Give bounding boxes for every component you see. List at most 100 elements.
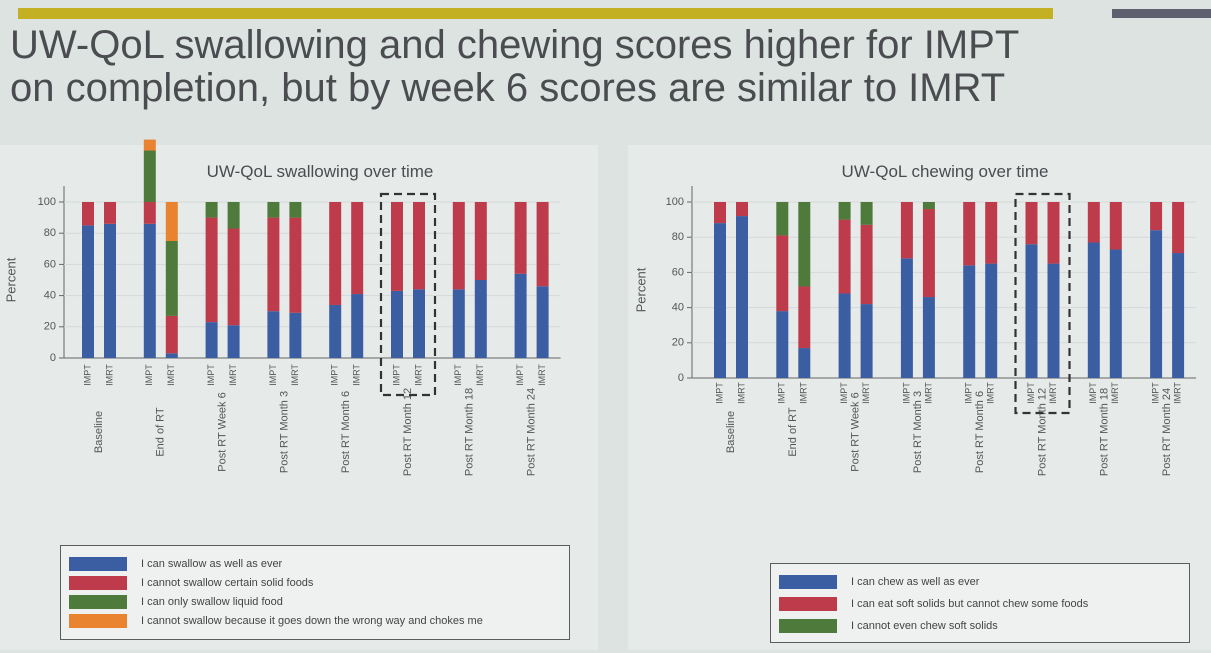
legend-swatch bbox=[69, 557, 127, 571]
category-label-post-rt-month-3: Post RT Month 3 bbox=[912, 391, 924, 473]
bar-imrt-post-rt-week-6-series-2 bbox=[860, 202, 873, 225]
bar-impt-post-rt-month-6-series-1 bbox=[963, 202, 976, 266]
bar-imrt-post-rt-month-6-series-0 bbox=[985, 263, 998, 378]
category-label-end-of-rt: End of RT bbox=[787, 407, 799, 457]
slide-title-line-2: on completion, but by week 6 scores are … bbox=[10, 66, 1006, 110]
bar-imrt-post-rt-week-6-series-1 bbox=[860, 224, 873, 305]
bar-imrt-post-rt-month-12-series-1 bbox=[1047, 202, 1060, 264]
bar-impt-baseline-series-1 bbox=[714, 202, 726, 224]
bar-imrt-post-rt-month-18-series-1 bbox=[474, 202, 487, 280]
bar-imrt-post-rt-month-3-series-0 bbox=[922, 297, 935, 378]
bar-impt-post-rt-month-3-series-1 bbox=[900, 202, 913, 259]
bar-label-impt: IMPT bbox=[1026, 382, 1036, 404]
highlight-box bbox=[379, 192, 437, 397]
bar-label-imrt: IMRT bbox=[352, 364, 362, 386]
bar-impt-post-rt-month-18-series-1 bbox=[1087, 202, 1100, 243]
bar-label-imrt: IMRT bbox=[923, 382, 933, 404]
bar-impt-post-rt-month-12-series-1 bbox=[391, 202, 403, 291]
bar-label-imrt: IMRT bbox=[413, 364, 423, 386]
bar-imrt-post-rt-month-12-series-0 bbox=[1047, 263, 1060, 378]
category-label-post-rt-month-6: Post RT Month 6 bbox=[340, 391, 352, 473]
legend-swatch bbox=[779, 619, 837, 633]
bar-label-impt: IMPT bbox=[515, 364, 525, 386]
bar-imrt-baseline-series-0 bbox=[736, 216, 748, 378]
bar-impt-post-rt-month-3-series-0 bbox=[267, 311, 280, 358]
bar-imrt-post-rt-month-6-series-0 bbox=[351, 294, 364, 358]
category-label-post-rt-month-18: Post RT Month 18 bbox=[1099, 388, 1111, 476]
bar-imrt-post-rt-month-3-series-2 bbox=[922, 202, 935, 210]
legend-swatch bbox=[69, 595, 127, 609]
category-label-post-rt-month-24: Post RT Month 24 bbox=[1161, 388, 1173, 476]
swallowing-chart-panel: UW-QoL swallowing over time Percent 0 20 40 6… bbox=[0, 139, 598, 650]
bar-label-imrt: IMRT bbox=[1110, 382, 1120, 404]
bar-imrt-post-rt-month-24-series-1 bbox=[1172, 202, 1185, 254]
bar-impt-post-rt-month-24-series-1 bbox=[1150, 202, 1163, 231]
bar-imrt-post-rt-month-24-series-0 bbox=[1172, 253, 1185, 378]
bar-impt-baseline-series-0 bbox=[714, 223, 726, 378]
legend-swatch bbox=[69, 614, 127, 628]
legend-label: I cannot even chew soft solids bbox=[851, 620, 998, 632]
bar-imrt-post-rt-month-18-series-0 bbox=[474, 280, 487, 358]
bar-imrt-end-of-rt-series-2 bbox=[165, 241, 178, 316]
bar-impt-post-rt-month-24-series-1 bbox=[514, 202, 527, 274]
y-tick-label: 60 bbox=[672, 266, 684, 278]
y-tick-label: 100 bbox=[666, 196, 684, 208]
category-label-post-rt-month-3: Post RT Month 3 bbox=[278, 391, 290, 473]
chewing-legend: I can chew as well as ever I can eat soft… bbox=[770, 563, 1190, 643]
bar-imrt-end-of-rt-series-0 bbox=[165, 353, 178, 358]
y-axis-label: Percent bbox=[633, 267, 648, 312]
chewing-chart: UW-QoL chewing over time Percent 0 20 40 60 80… bbox=[633, 162, 1197, 476]
bar-label-impt: IMPT bbox=[839, 382, 849, 404]
bar-label-imrt: IMRT bbox=[166, 364, 176, 386]
category-label-baseline: Baseline bbox=[725, 411, 737, 453]
category-label-baseline: Baseline bbox=[93, 411, 105, 453]
bar-impt-end-of-rt-series-2 bbox=[776, 202, 789, 236]
highlight-box bbox=[1014, 192, 1071, 415]
bar-impt-post-rt-month-12-series-0 bbox=[391, 290, 403, 358]
bar-label-imrt: IMRT bbox=[228, 364, 238, 386]
category-label-post-rt-month-24: Post RT Month 24 bbox=[526, 388, 538, 476]
bar-imrt-post-rt-week-6-series-2 bbox=[227, 202, 240, 229]
category-label-post-rt-month-6: Post RT Month 6 bbox=[974, 391, 986, 473]
category-label-post-rt-month-12: Post RT Month 12 bbox=[402, 388, 414, 476]
legend-label: I cannot swallow certain solid foods bbox=[141, 577, 314, 589]
bar-imrt-baseline-series-1 bbox=[104, 202, 116, 224]
bar-imrt-end-of-rt-series-1 bbox=[798, 286, 811, 349]
bar-label-imrt: IMRT bbox=[986, 382, 996, 404]
y-tick-label: 20 bbox=[672, 337, 684, 349]
bar-imrt-post-rt-month-12-series-0 bbox=[413, 289, 425, 358]
bar-label-imrt: IMRT bbox=[1048, 382, 1058, 404]
bar-imrt-post-rt-month-24-series-0 bbox=[536, 286, 549, 358]
bar-impt-end-of-rt-series-0 bbox=[776, 311, 789, 378]
y-tick-label: 0 bbox=[50, 352, 56, 364]
bar-impt-post-rt-week-6-series-1 bbox=[838, 219, 851, 294]
bar-impt-end-of-rt-series-1 bbox=[776, 235, 789, 312]
y-tick-label: 100 bbox=[38, 196, 56, 208]
accent-bar-right bbox=[1112, 9, 1211, 18]
bar-impt-post-rt-month-3-series-1 bbox=[267, 217, 280, 312]
bar-impt-end-of-rt-series-2 bbox=[143, 150, 156, 202]
bar-impt-post-rt-month-18-series-1 bbox=[452, 202, 465, 290]
bar-label-impt: IMPT bbox=[777, 382, 787, 404]
bar-imrt-end-of-rt-series-1 bbox=[165, 315, 178, 354]
bar-impt-end-of-rt-series-0 bbox=[143, 223, 156, 358]
category-label-post-rt-month-18: Post RT Month 18 bbox=[464, 388, 476, 476]
bar-impt-post-rt-month-12-series-0 bbox=[1025, 244, 1038, 378]
legend-label: I can only swallow liquid food bbox=[141, 596, 283, 608]
y-tick-label: 80 bbox=[44, 227, 56, 239]
bar-impt-post-rt-month-24-series-0 bbox=[514, 273, 527, 358]
bar-impt-post-rt-month-3-series-2 bbox=[267, 202, 280, 218]
bar-imrt-post-rt-week-6-series-1 bbox=[227, 228, 240, 326]
bar-label-impt: IMPT bbox=[330, 364, 340, 386]
bar-impt-post-rt-month-12-series-1 bbox=[1025, 202, 1038, 245]
bar-label-impt: IMPT bbox=[901, 382, 911, 404]
bar-imrt-post-rt-month-3-series-0 bbox=[289, 312, 302, 358]
bar-label-impt: IMPT bbox=[206, 364, 216, 386]
bar-imrt-post-rt-week-6-series-0 bbox=[860, 304, 873, 378]
bar-impt-post-rt-week-6-series-0 bbox=[838, 293, 851, 378]
bar-label-imrt: IMRT bbox=[1172, 382, 1182, 404]
bar-label-imrt: IMRT bbox=[537, 364, 547, 386]
category-label-post-rt-week-6: Post RT Week 6 bbox=[217, 392, 229, 471]
legend-label: I can eat soft solids but cannot chew so… bbox=[851, 598, 1089, 610]
y-tick-label: 0 bbox=[678, 372, 684, 384]
